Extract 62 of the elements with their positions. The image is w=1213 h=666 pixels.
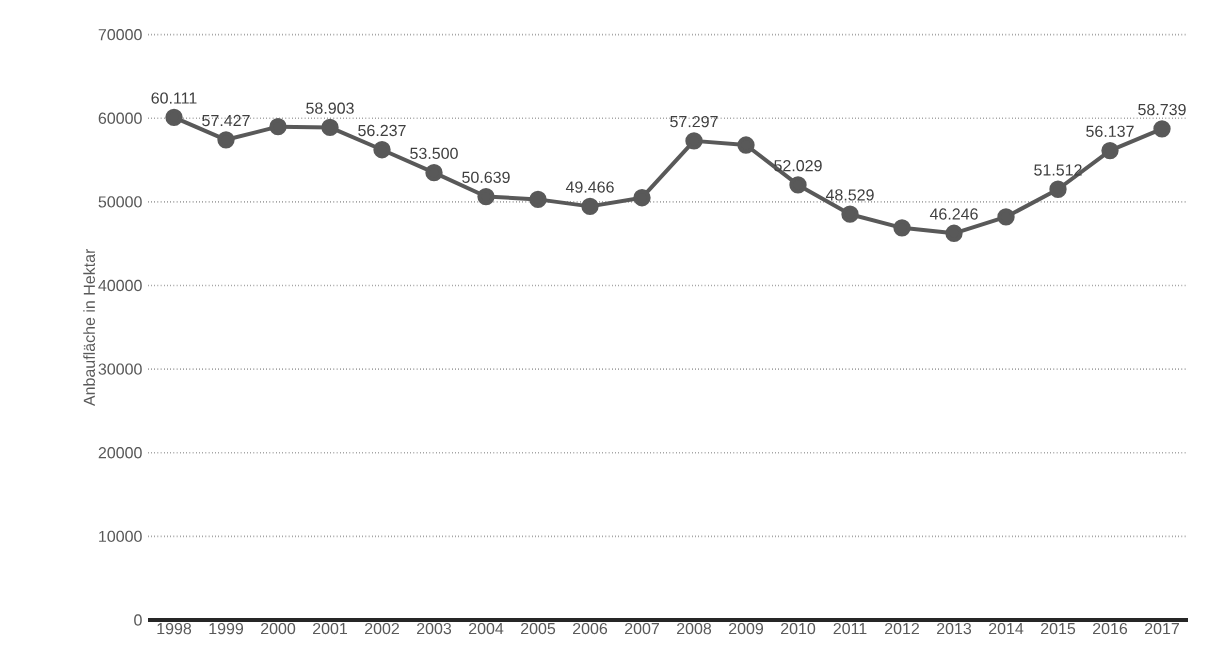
point [945, 224, 963, 242]
data-label: 51.512 [1034, 164, 1082, 176]
point [1101, 141, 1119, 160]
x-tick-label: 2015 [1041, 622, 1076, 635]
point [217, 131, 235, 149]
y-axis-title: Anbaufläche in Hektar [83, 248, 95, 407]
x-tick-label: 2007 [625, 622, 659, 635]
point [841, 205, 859, 223]
x-tick-label: 2010 [781, 622, 816, 635]
x-tick-label: 2005 [521, 622, 556, 635]
y-tick-label: 60000 [98, 112, 142, 124]
point [477, 187, 495, 206]
point [425, 163, 443, 182]
data-label: 49.466 [565, 181, 614, 193]
x-tick-label: 2011 [833, 622, 867, 635]
point [321, 118, 339, 137]
point [269, 117, 287, 136]
x-tick-label: 2001 [313, 622, 348, 635]
data-label: 58.903 [306, 102, 354, 114]
y-tick-label: 50000 [98, 196, 142, 208]
data-label: 57.297 [670, 115, 718, 128]
x-tick-label: 2013 [937, 622, 972, 635]
data-label: 58.739 [1138, 103, 1186, 116]
point [165, 108, 183, 127]
data-label: 46.246 [929, 208, 978, 220]
data-label: 56.237 [358, 124, 406, 137]
point [1049, 180, 1067, 198]
data-label: 60.111 [151, 92, 197, 104]
x-tick-label: 2004 [469, 622, 504, 635]
point [373, 141, 391, 159]
x-tick-label: 2016 [1093, 622, 1128, 635]
x-tick-label: 2008 [677, 622, 712, 635]
x-tick-label: 1998 [157, 622, 192, 635]
x-tick-label: 1999 [209, 622, 244, 635]
point [529, 190, 547, 209]
y-tick-label: 0 [134, 614, 142, 626]
data-label: 57.427 [202, 114, 250, 127]
point [893, 219, 911, 237]
point [581, 197, 599, 216]
x-tick-label: 2012 [885, 622, 919, 635]
point [789, 176, 807, 194]
x-tick-label: 2006 [573, 622, 608, 635]
x-tick-label: 2000 [261, 622, 296, 635]
point [685, 132, 703, 150]
point [997, 208, 1015, 226]
x-tick-label: 2009 [729, 622, 764, 635]
x-tick-label: 2002 [365, 622, 399, 635]
point [633, 189, 651, 207]
point [1153, 120, 1171, 138]
data-label: 56.137 [1086, 125, 1134, 137]
x-tick-label: 2003 [417, 622, 452, 635]
data-label: 53.500 [410, 147, 458, 160]
y-tick-label: 30000 [98, 363, 142, 375]
x-tick-label: 2014 [989, 622, 1024, 635]
y-tick-label: 40000 [98, 279, 142, 292]
data-label: 48.529 [825, 189, 874, 201]
point [737, 136, 755, 154]
y-tick-label: 20000 [98, 447, 142, 459]
x-tick-label: 2017 [1145, 622, 1179, 635]
y-tick-label: 70000 [98, 29, 142, 41]
y-tick-label: 10000 [99, 530, 142, 543]
data-label: 50.639 [462, 171, 510, 183]
